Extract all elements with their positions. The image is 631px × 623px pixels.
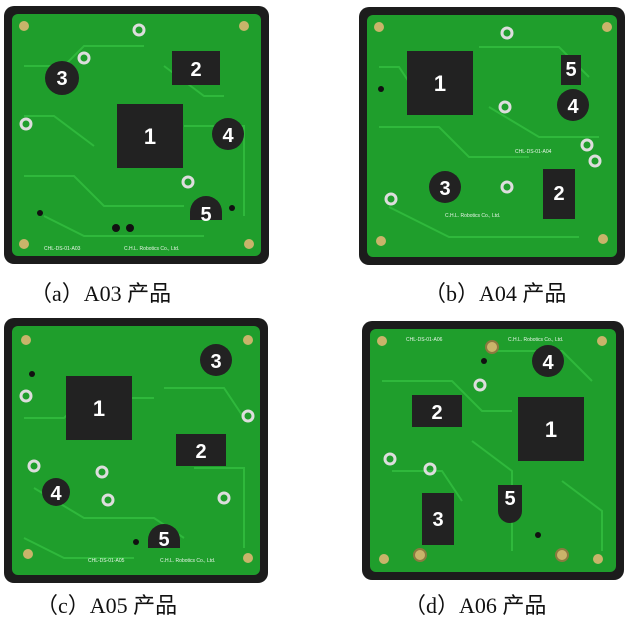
label-3: 3	[56, 68, 67, 90]
caption-a: （a）A03 产品	[30, 281, 172, 306]
label-2: 2	[195, 441, 206, 463]
label-1: 1	[545, 417, 557, 442]
label-1: 1	[93, 396, 105, 421]
maker-name: C.H.L. Robotics Co., Ltd.	[445, 213, 500, 219]
label-4: 4	[567, 96, 579, 118]
part-code: CHL-DS-01-A04	[515, 149, 552, 155]
maker-name: C.H.L. Robotics Co., Ltd.	[508, 337, 563, 343]
pcb-board-a05: 1 3 2 4 5 CHL-DS-01-A05 C.H.L. Robotics …	[4, 318, 268, 583]
part-code: CHL-DS-01-A06	[406, 337, 443, 343]
label-4: 4	[542, 352, 554, 374]
caption-b: （b）A04 产品	[424, 281, 567, 306]
part-code: CHL-DS-01-A03	[44, 246, 81, 252]
pcb-board-a06: 2 1 4 3 5 CHL-DS-01-A06 C.H.L. Robotics …	[362, 321, 624, 580]
label-2: 2	[431, 402, 442, 424]
label-1: 1	[434, 71, 446, 96]
caption-d: （d）A06 产品	[404, 593, 547, 618]
label-3: 3	[439, 178, 450, 200]
pcb-board-a03: 3 2 1 4 5 CHL-DS-01-A03 C.H.L. Robotics …	[4, 6, 269, 264]
label-5: 5	[565, 59, 576, 81]
label-5: 5	[504, 488, 515, 510]
part-code: CHL-DS-01-A05	[88, 558, 125, 564]
label-5: 5	[200, 204, 211, 226]
label-3: 3	[210, 351, 221, 373]
maker-name: C.H.L. Robotics Co., Ltd.	[124, 246, 179, 252]
pcb-photo-a03: 3 2 1 4 5 CHL-DS-01-A03 C.H.L. Robotics …	[4, 6, 269, 264]
label-5: 5	[158, 529, 169, 551]
pcb-photo-a06: 2 1 4 3 5 CHL-DS-01-A06 C.H.L. Robotics …	[362, 321, 624, 580]
pcb-photo-a04: 1 5 4 3 2 CHL-DS-01-A04 C.H.L. Robotics …	[359, 7, 625, 265]
label-1: 1	[144, 124, 156, 149]
maker-name: C.H.L. Robotics Co., Ltd.	[160, 558, 215, 564]
label-4: 4	[50, 483, 62, 505]
label-4: 4	[222, 125, 234, 147]
pcb-photo-a05: 1 3 2 4 5 CHL-DS-01-A05 C.H.L. Robotics …	[4, 318, 268, 583]
label-3: 3	[432, 509, 443, 531]
pcb-board-a04: 1 5 4 3 2 CHL-DS-01-A04 C.H.L. Robotics …	[359, 7, 625, 265]
label-2: 2	[190, 59, 201, 81]
caption-c: （c）A05 产品	[36, 593, 178, 618]
label-2: 2	[553, 183, 564, 205]
